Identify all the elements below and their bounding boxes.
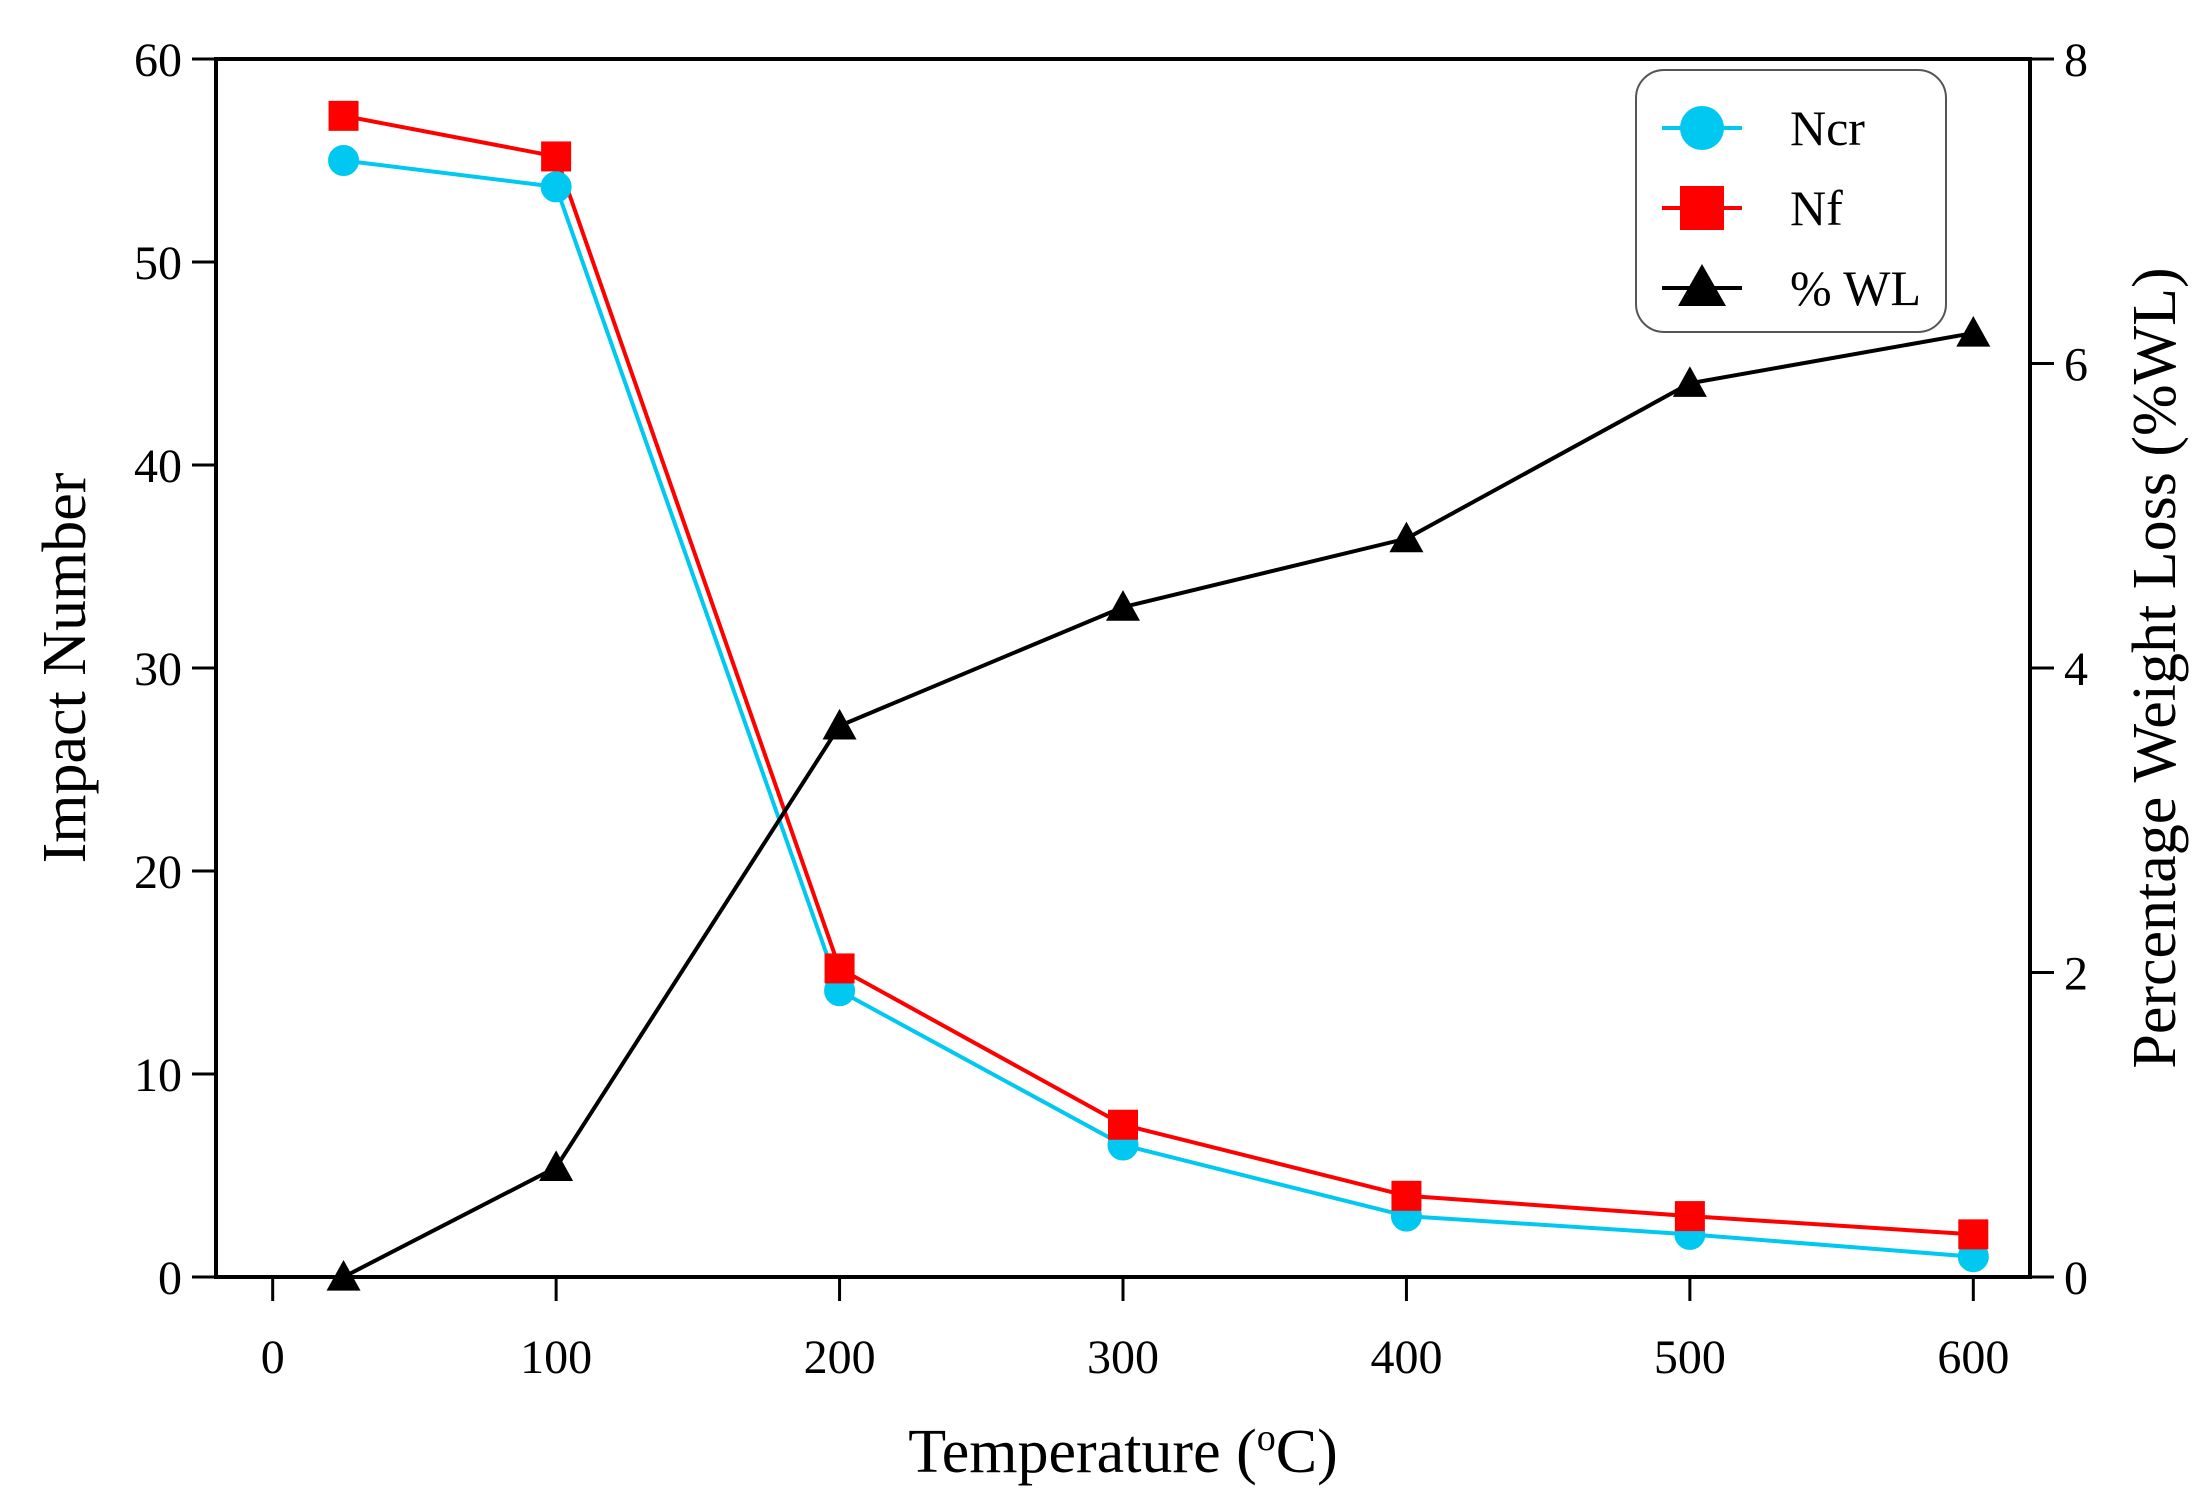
- legend-marker-wl: [1678, 264, 1726, 306]
- y-left-tick-label: 40: [134, 440, 182, 493]
- y-right-axis-ticks: 0 2 4 6 8: [2030, 34, 2088, 1305]
- legend-marker-ncr: [1680, 106, 1724, 150]
- data-point-nf: [1958, 1219, 1989, 1250]
- data-point-nf: [824, 953, 855, 984]
- data-point-wl: [822, 708, 857, 740]
- x-axis-title-end: C): [1276, 1418, 1338, 1486]
- y-left-tick-label: 50: [134, 237, 182, 290]
- y-right-axis-title: Percentage Weight Loss (%WL): [2121, 267, 2189, 1068]
- x-tick-label: 0: [261, 1331, 285, 1384]
- data-point-nf: [541, 141, 572, 172]
- data-point-wl: [1672, 366, 1707, 397]
- data-point-nf: [1391, 1180, 1422, 1211]
- x-tick-label: 500: [1654, 1331, 1726, 1384]
- y-right-tick-label: 4: [2064, 643, 2088, 696]
- y-left-tick-label: 60: [134, 34, 182, 87]
- x-axis-title-superscript: o: [1257, 1417, 1276, 1459]
- data-point-nf: [328, 100, 359, 131]
- y-left-tick-label: 30: [134, 643, 182, 696]
- y-left-tick-label: 10: [134, 1049, 182, 1102]
- data-point-nf: [1108, 1109, 1138, 1140]
- x-tick-label: 300: [1087, 1331, 1159, 1384]
- y-left-axis-title: Impact Number: [31, 472, 99, 863]
- y-left-tick-label: 20: [134, 846, 182, 899]
- y-right-tick-label: 8: [2064, 34, 2088, 87]
- y-right-tick-label: 0: [2064, 1252, 2088, 1305]
- data-point-nf: [1674, 1201, 1705, 1232]
- data-point-ncr: [540, 171, 572, 203]
- y-right-tick-label: 2: [2064, 948, 2088, 1001]
- legend-marker-nf: [1680, 186, 1724, 230]
- x-tick-label: 100: [520, 1331, 592, 1384]
- legend-label-wl: % WL: [1790, 260, 1921, 316]
- legend-label-ncr: Ncr: [1790, 100, 1865, 156]
- legend-label-nf: Nf: [1790, 180, 1843, 236]
- x-axis-ticks: 0 100 200 300 400 500 600: [261, 1277, 2009, 1384]
- data-point-wl: [1106, 590, 1140, 621]
- data-point-wl: [539, 1150, 574, 1181]
- x-tick-label: 400: [1370, 1331, 1442, 1384]
- data-point-ncr: [328, 145, 360, 176]
- x-axis-title: Temperature (oC): [908, 1417, 1338, 1486]
- y-left-tick-label: 0: [158, 1252, 182, 1305]
- legend: Ncr Nf % WL: [1635, 69, 1947, 333]
- series-markers: [326, 100, 1991, 1291]
- data-point-wl: [1956, 316, 1991, 347]
- data-point-wl: [1389, 521, 1424, 553]
- x-tick-label: 600: [1937, 1331, 2009, 1384]
- y-right-tick-label: 6: [2064, 339, 2088, 392]
- y-left-axis-ticks: 0 10 20 30 40 50 60: [134, 34, 216, 1305]
- x-tick-label: 200: [804, 1331, 876, 1384]
